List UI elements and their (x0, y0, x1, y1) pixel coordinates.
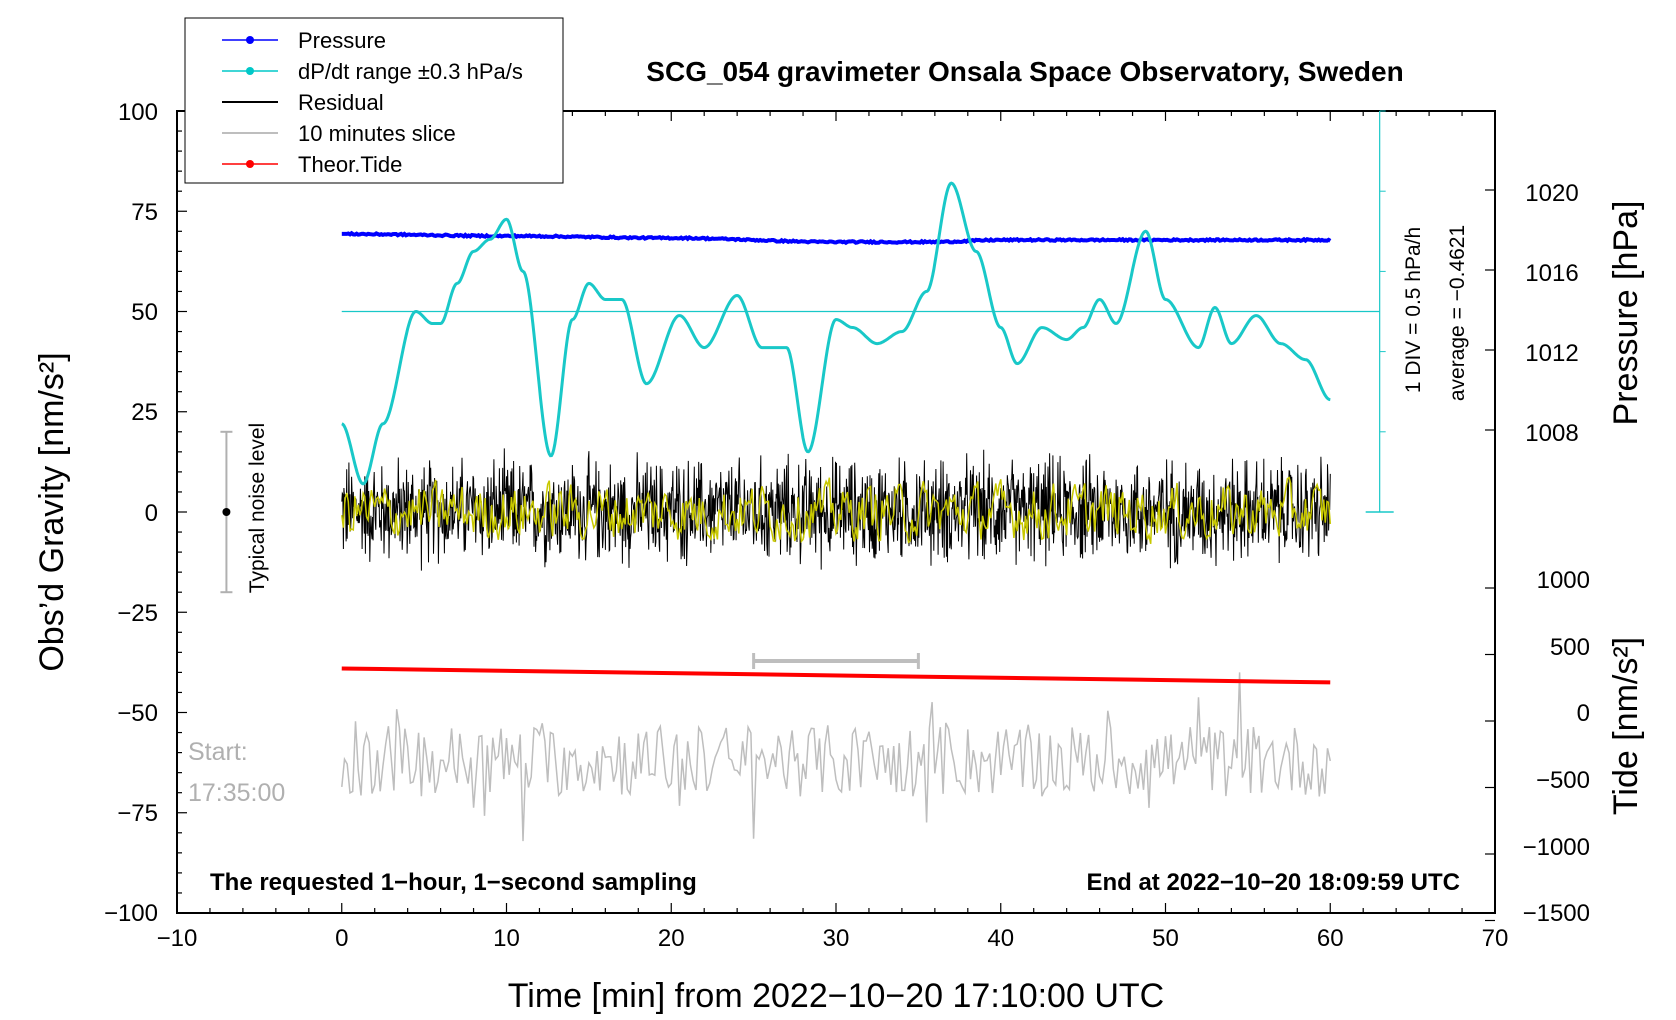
y-tick-label: 75 (131, 199, 158, 226)
legend-item-slice: 10 minutes slice (222, 121, 456, 146)
legend-label: 10 minutes slice (298, 121, 456, 146)
noise-level-label: Typical noise level (246, 423, 269, 593)
tide-tick-label: 1000 (1537, 567, 1590, 594)
tide-tick-label: 0 (1577, 700, 1590, 727)
tide-line (341, 666, 1331, 685)
x-tick-labels: −10 0 10 20 30 40 50 60 70 (157, 925, 1509, 952)
legend: Pressure dP/dt range ±0.3 hPa/s Residual… (184, 17, 564, 184)
legend-swatch-marker (246, 36, 254, 44)
y-axis-title-tide: Tide [nm/s²] (1607, 637, 1645, 815)
y-tick-labels-left: 100 75 50 25 0 −25 −50 −75 −100 (104, 99, 158, 927)
chart-title: SCG_054 gravimeter Onsala Space Observat… (646, 56, 1403, 87)
y-tick-label: −75 (117, 800, 158, 827)
x-tick-label: 10 (493, 925, 520, 952)
slice-line (341, 672, 1332, 842)
y-tick-label: 25 (131, 399, 158, 426)
y-tick-label: −25 (117, 600, 158, 627)
noise-level-marker (220, 430, 233, 594)
x-tick-label: 20 (658, 925, 685, 952)
smoothed-residual-line (341, 476, 1332, 544)
legend-swatch-marker (246, 160, 254, 168)
pressure-tick-label: 1020 (1525, 180, 1578, 207)
legend-item-pressure: Pressure (222, 28, 386, 53)
end-time-note: End at 2022−10−20 18:09:59 UTC (1086, 869, 1460, 896)
tide-tick-label: −1500 (1523, 900, 1590, 927)
y-tick-label: 50 (131, 299, 158, 326)
y-tick-label: −50 (117, 700, 158, 727)
x-tick-label: 30 (823, 925, 850, 952)
y-tick-label: −100 (104, 900, 158, 927)
tide-tick-labels: 1000 500 0 −500 −1000 −1500 (1523, 567, 1590, 927)
pressure-tick-labels: 1020 1016 1012 1008 (1525, 180, 1578, 447)
x-tick-label: 50 (1152, 925, 1179, 952)
legend-item-residual: Residual (222, 90, 384, 115)
dpdt-series (341, 181, 1331, 486)
ten-minute-slice-series (341, 653, 1332, 842)
tide-tick-label: −500 (1536, 767, 1590, 794)
pressure-series (341, 230, 1332, 246)
start-time: 17:35:00 (188, 779, 285, 807)
dpdt-line (341, 181, 1331, 486)
tide-tick-label: 500 (1550, 634, 1590, 661)
legend-swatch-marker (246, 67, 254, 75)
y-tick-label: 0 (145, 500, 158, 527)
noise-center-dot (222, 508, 231, 516)
start-label: Start: (188, 738, 248, 766)
x-tick-label: 60 (1317, 925, 1344, 952)
legend-label: dP/dt range ±0.3 hPa/s (298, 59, 523, 84)
y-tick-label: 100 (118, 99, 158, 126)
legend-item-tide: Theor.Tide (222, 152, 402, 177)
sampling-note: The requested 1−hour, 1−second sampling (210, 869, 697, 896)
dpdt-scale-bar (1365, 110, 1394, 513)
dpdt-average-label: average = −0.4621 (1446, 225, 1469, 401)
residual-series (341, 448, 1331, 571)
y-axis-title-left: Obs’d Gravity [nm/s²] (33, 352, 71, 671)
legend-item-dpdt: dP/dt range ±0.3 hPa/s (222, 59, 523, 84)
dpdt-scale-label: 1 DIV = 0.5 hPa/h (1402, 227, 1425, 393)
pressure-line (341, 230, 1332, 246)
x-axis-title: Time [min] from 2022−10−20 17:10:00 UTC (508, 977, 1164, 1015)
legend-label: Pressure (298, 28, 386, 53)
pressure-tick-label: 1008 (1525, 420, 1578, 447)
residual-line (341, 448, 1331, 571)
y-axis-title-pressure: Pressure [hPa] (1607, 201, 1645, 426)
x-tick-label: 0 (335, 925, 348, 952)
theoretical-tide-series (341, 666, 1331, 685)
tide-tick-label: −1000 (1523, 834, 1590, 861)
x-tick-label: −10 (157, 925, 198, 952)
x-tick-label: 70 (1482, 925, 1509, 952)
legend-label: Residual (298, 90, 384, 115)
smoothed-residual-series (341, 476, 1332, 544)
pressure-tick-label: 1012 (1525, 340, 1578, 367)
pressure-tick-label: 1016 (1525, 260, 1578, 287)
x-tick-label: 40 (987, 925, 1014, 952)
legend-box (184, 17, 564, 184)
legend-label: Theor.Tide (298, 152, 402, 177)
